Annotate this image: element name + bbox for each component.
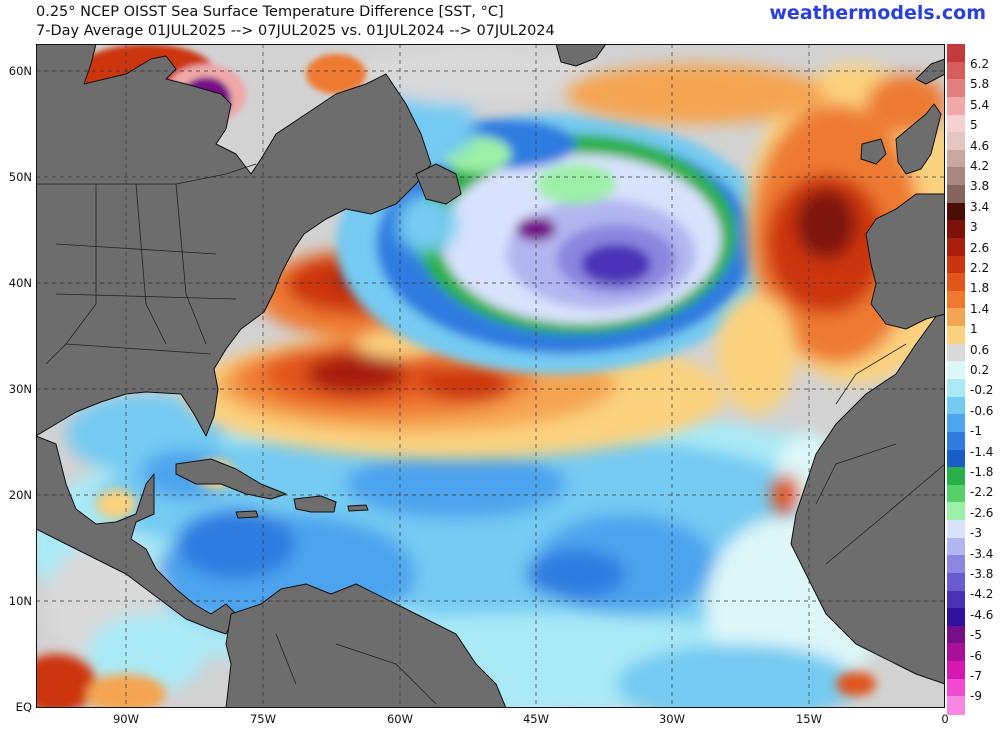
color-scale-label: 4.6 xyxy=(970,138,990,153)
lat-label: 50N xyxy=(8,170,32,184)
color-scale-swatch xyxy=(947,273,965,292)
color-scale-swatch xyxy=(947,661,965,680)
color-scale-label: -7 xyxy=(970,669,982,683)
color-scale-swatch xyxy=(947,537,965,556)
title-line-1: 0.25° NCEP OISST Sea Surface Temperature… xyxy=(36,4,504,20)
color-scale-swatch xyxy=(947,61,965,80)
color-scale-swatch xyxy=(947,608,965,627)
color-scale-swatch xyxy=(947,290,965,310)
color-scale-swatch xyxy=(947,502,965,521)
lat-label: 40N xyxy=(8,276,32,290)
color-scale-swatch xyxy=(947,572,965,592)
color-scale-swatch xyxy=(947,431,965,451)
lon-label: 75W xyxy=(249,712,277,726)
color-scale-label: -1.8 xyxy=(970,465,994,479)
lat-label: 10N xyxy=(8,594,32,608)
lat-label: 30N xyxy=(8,382,32,396)
sst-anomaly-map[interactable] xyxy=(36,44,945,708)
color-scale-label: -1.4 xyxy=(970,444,994,459)
map-canvas xyxy=(36,44,945,708)
color-scale-label: -3.8 xyxy=(970,567,994,581)
color-scale-label: 0.2 xyxy=(970,363,990,377)
color-scale-swatch xyxy=(947,44,965,63)
color-scale-label: -5 xyxy=(970,628,982,643)
color-scale-label: 5 xyxy=(970,118,978,133)
color-scale-label: 6.2 xyxy=(970,57,990,71)
color-scale-label: -3 xyxy=(970,526,982,541)
color-scale-bar xyxy=(947,44,965,715)
color-scale-label: -2.2 xyxy=(970,485,994,500)
color-scale-label: -0.2 xyxy=(970,383,994,398)
color-scale-label: -1 xyxy=(970,424,982,439)
color-scale-label: 2.6 xyxy=(970,240,990,255)
color-scale-label: 5.8 xyxy=(970,77,990,92)
color-scale-swatch xyxy=(947,643,965,662)
color-scale-label: -4.2 xyxy=(970,587,994,602)
color-scale-swatch xyxy=(947,149,965,168)
color-scale-label: -3.4 xyxy=(970,546,994,561)
lon-label: 15W xyxy=(795,712,823,726)
color-scale-label: 4.2 xyxy=(970,159,990,173)
color-scale-swatch xyxy=(947,79,965,98)
color-scale-label: -0.6 xyxy=(970,403,994,418)
color-scale-label: 2.2 xyxy=(970,261,990,275)
color-scale-swatch xyxy=(947,696,965,715)
color-scale-swatch xyxy=(947,167,965,186)
color-scale-swatch xyxy=(947,202,965,221)
map-title: 0.25° NCEP OISST Sea Surface Temperature… xyxy=(36,3,555,41)
color-scale-label: 3.4 xyxy=(970,199,990,214)
color-scale-swatch xyxy=(947,343,965,362)
color-scale-label: 1.4 xyxy=(970,301,990,316)
color-scale-swatch xyxy=(947,590,965,609)
color-scale-swatch xyxy=(947,220,965,239)
color-scale-label: 1 xyxy=(970,322,978,337)
color-scale-swatch xyxy=(947,185,965,204)
color-scale-swatch xyxy=(947,678,965,697)
color-scale-swatch xyxy=(947,396,965,415)
color-scale-swatch xyxy=(947,308,965,327)
lat-label: 20N xyxy=(8,488,32,502)
latitude-axis: 60N 50N 40N 30N 20N 10N EQ xyxy=(0,44,34,714)
lon-label: 30W xyxy=(658,712,686,726)
color-scale-swatch xyxy=(947,237,965,257)
lat-label: 60N xyxy=(8,64,32,78)
longitude-axis: 90W 75W 60W 45W 30W 15W 0 xyxy=(36,710,956,740)
color-scale-label: 3 xyxy=(970,220,978,235)
color-scale-swatch xyxy=(947,326,965,345)
color-scale-label: 1.8 xyxy=(970,281,990,296)
political-borders xyxy=(36,163,945,705)
color-scale-swatch xyxy=(947,520,965,539)
color-scale-label: -6 xyxy=(970,648,982,663)
lon-label: 90W xyxy=(112,712,140,726)
color-scale-swatch xyxy=(947,132,965,151)
ocean-anomaly-field xyxy=(36,44,945,708)
color-scale-labels: 6.2 5.8 5.4 5 4.6 4.2 3.8 3.4 3 2.6 2.2 1.8 1.4 1 0.6 0… xyxy=(968,44,1000,714)
lat-lon-grid xyxy=(36,44,945,708)
lon-label: 45W xyxy=(522,712,550,726)
color-scale-swatch xyxy=(947,484,965,503)
lat-label: EQ xyxy=(15,700,32,714)
color-scale-swatch xyxy=(947,414,965,433)
lon-label: 0 xyxy=(941,712,949,726)
color-scale-swatch xyxy=(947,625,965,645)
lon-label: 60W xyxy=(386,712,414,726)
land-masses xyxy=(36,44,945,708)
color-scale-label: 5.4 xyxy=(970,97,990,112)
title-line-2: 7-Day Average 01JUL2025 --> 07JUL2025 vs… xyxy=(36,23,555,39)
color-scale-label: -4.6 xyxy=(970,607,994,622)
color-scale-swatch xyxy=(947,555,965,574)
color-scale-swatch xyxy=(947,96,965,116)
color-scale-label: -9 xyxy=(970,689,982,704)
color-scale-swatch xyxy=(947,379,965,398)
brand-logo[interactable]: weathermodels.com xyxy=(769,2,986,24)
color-scale-label: 3.8 xyxy=(970,179,990,194)
color-scale-swatch xyxy=(947,361,965,380)
color-scale-label: -2.6 xyxy=(970,505,994,520)
color-scale-swatch xyxy=(947,449,965,468)
color-scale-label: 0.6 xyxy=(970,342,990,357)
color-scale-swatch xyxy=(947,114,965,133)
color-scale-swatch xyxy=(947,467,965,486)
color-scale-swatch xyxy=(947,255,965,274)
